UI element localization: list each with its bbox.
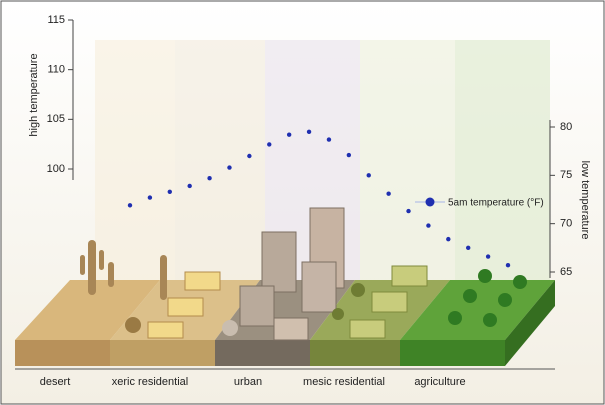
dot: [207, 176, 212, 181]
dot: [485, 254, 491, 259]
dot: [147, 195, 153, 200]
house: [349, 319, 386, 339]
dot: [346, 152, 352, 158]
dot: [326, 137, 332, 142]
y-tick-label: 115: [47, 14, 65, 26]
dot: [406, 208, 411, 214]
y2-tick-label: 70: [560, 218, 572, 230]
x-category-label: desert: [40, 376, 71, 388]
tree: [222, 320, 238, 336]
dot: [127, 203, 133, 208]
ground-agri: [400, 280, 555, 340]
building: [239, 285, 275, 327]
y2-axis-label: low temperature: [579, 161, 591, 240]
dot: [426, 223, 431, 228]
dot: [386, 191, 391, 196]
band: [360, 40, 455, 285]
y2-tick-label: 80: [560, 121, 572, 133]
dot: [286, 132, 292, 137]
house: [371, 291, 408, 313]
house: [184, 271, 221, 291]
house: [167, 297, 204, 317]
band: [455, 40, 550, 285]
dot: [366, 173, 371, 178]
dot: [446, 236, 451, 242]
tree: [351, 283, 365, 297]
front: [310, 340, 400, 366]
cactus: [99, 250, 104, 270]
building: [273, 317, 309, 341]
front: [110, 340, 215, 366]
cactus: [80, 255, 85, 275]
dot: [466, 245, 471, 251]
y-axis-label: high temperature: [28, 53, 40, 136]
cactus: [160, 255, 167, 300]
x-category-label: agriculture: [414, 376, 465, 388]
y2-tick-label: 75: [560, 169, 572, 181]
house: [391, 265, 428, 287]
side: [505, 280, 555, 366]
x-category-label: mesic residential: [303, 376, 385, 388]
dot: [505, 263, 511, 268]
band: [95, 40, 175, 285]
dot: [227, 165, 232, 170]
tree: [332, 308, 344, 320]
legend-label: 5am temperature (°F): [448, 198, 544, 209]
front: [400, 340, 505, 366]
dot: [247, 153, 252, 159]
cactus: [108, 262, 114, 287]
x-category-label: urban: [234, 376, 262, 388]
front: [215, 340, 310, 366]
cactus: [88, 240, 96, 295]
building: [301, 261, 337, 313]
house: [147, 321, 184, 339]
band: [175, 40, 265, 285]
front: [15, 340, 110, 366]
dot: [306, 129, 312, 135]
legend-dot: [425, 197, 435, 207]
y-tick-label: 100: [47, 163, 65, 175]
y2-tick-label: 65: [560, 266, 572, 278]
dot: [267, 142, 272, 147]
dot: [167, 189, 172, 194]
y-tick-label: 105: [47, 113, 65, 125]
ground-desert: [15, 280, 160, 340]
building: [261, 231, 297, 293]
x-category-label: xeric residential: [112, 376, 188, 388]
dot: [187, 183, 192, 189]
y-tick-label: 110: [47, 64, 65, 76]
tree: [125, 317, 141, 333]
crops: [448, 269, 527, 327]
